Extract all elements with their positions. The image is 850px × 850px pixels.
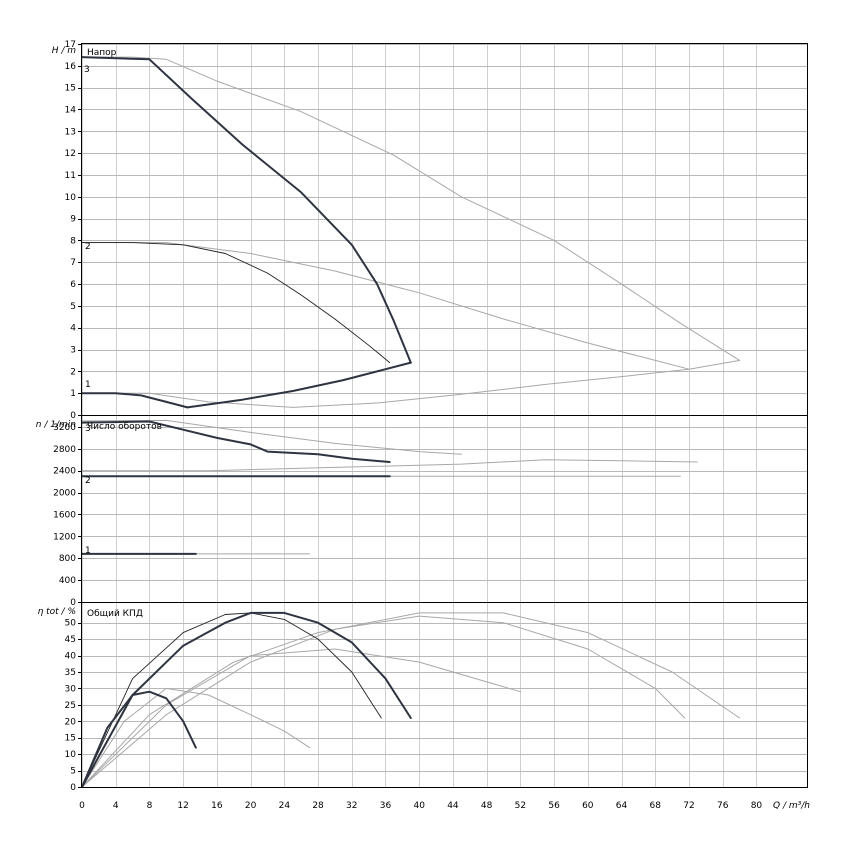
head-axis-label: H / m [52,46,77,56]
x-tick-label: 48 [481,801,493,811]
head-series-curve-2 [81,242,391,364]
head-y-tick-label: 10 [65,193,77,203]
efficiency-y-tick-label: 40 [65,652,77,662]
x-tick-label: 28 [312,801,324,811]
x-tick-label: 52 [515,801,526,811]
x-tick-label: 76 [717,801,729,811]
head-y-tick-label: 16 [65,62,77,72]
speed-series-light-0 [81,419,462,455]
speed-y-tick-label: 2400 [53,467,76,477]
efficiency-y-tick-label: 20 [65,717,77,727]
efficiency-y-tick-label: 35 [65,668,76,678]
x-tick-label: 16 [211,801,223,811]
efficiency-y-tick-label: 5 [70,767,76,777]
curve-label-3-speed: 3 [85,424,91,434]
head-y-tick-label: 12 [65,149,76,159]
curve-label-3-head: 3 [84,65,90,75]
curve-label-1-head: 1 [85,380,91,390]
speed-y-tick-label: 1200 [53,532,76,542]
head-y-tick-label: 15 [65,84,76,94]
speed-axis-label: n / 1/min [36,420,76,430]
head-series-light-2 [81,359,741,408]
efficiency-axis-label: η tot / % [38,607,76,617]
head-series-light-0 [81,56,741,361]
head-y-tick-label: 11 [65,171,76,181]
head-y-tick-label: 0 [70,411,76,421]
x-tick-label: 36 [380,801,392,811]
x-tick-label: 24 [279,801,291,811]
x-tick-label: 20 [245,801,257,811]
efficiency-y-tick-label: 0 [70,783,76,793]
speed-y-tick-label: 800 [59,554,76,564]
speed-y-tick-label: 0 [70,598,76,608]
speed-y-tick-label: 3200 [53,423,76,433]
head-y-tick-label: 4 [70,324,76,334]
efficiency-panel-title: Общий КПД [87,609,143,619]
series-layer [81,56,741,788]
efficiency-y-tick-label: 10 [65,750,77,760]
head-series-bold-2 [186,361,412,409]
curve-label-2-speed: 2 [85,476,91,486]
efficiency-y-tick-label: 15 [65,734,76,744]
head-y-tick-label: 14 [65,105,77,115]
speed-y-tick-label: 1600 [53,510,76,520]
curve-label-1-speed: 1 [85,546,91,556]
efficiency-series-light-3 [81,648,521,788]
head-y-tick-label: 17 [65,40,76,50]
head-y-tick-label: 9 [70,215,76,225]
head-y-tick-label: 2 [70,367,76,377]
x-tick-label: 12 [177,801,188,811]
speed-series-light-1 [81,459,698,472]
x-tick-label: 64 [616,801,628,811]
tick-layer: 0 4 8 12 16 20 24 28 32 36 40 44 48 52 56 60 64 68 72 76 800… [53,40,762,811]
x-tick-label: 68 [650,801,662,811]
speed-y-tick-label: 2800 [53,445,76,455]
efficiency-series-curve-3 [81,611,412,788]
head-panel-title: Напор [87,48,117,58]
efficiency-series-light-0 [81,612,741,788]
speed-panel-title: Число оборотов [87,422,162,432]
curve-label-2-head: 2 [85,242,91,252]
x-tick-label: 80 [751,801,763,811]
head-y-tick-label: 3 [70,346,76,356]
x-tick-label: 0 [79,801,85,811]
efficiency-y-tick-label: 50 [65,619,77,629]
flow-axis-label: Q / m³/h [773,801,810,811]
x-tick-label: 60 [582,801,594,811]
head-y-tick-label: 13 [65,127,76,137]
x-tick-label: 44 [447,801,459,811]
x-tick-label: 8 [147,801,153,811]
efficiency-series-curve-1 [81,690,197,788]
efficiency-series-light-1 [81,615,686,788]
efficiency-series-light-2 [81,687,311,788]
head-y-tick-label: 8 [70,236,76,246]
efficiency-y-tick-label: 25 [65,701,76,711]
head-series-curve-1 [81,392,189,409]
head-y-tick-label: 7 [70,258,76,268]
speed-y-tick-label: 400 [59,576,76,586]
speed-y-tick-label: 2000 [53,489,76,499]
head-y-tick-label: 1 [70,389,76,399]
efficiency-y-tick-label: 30 [65,684,77,694]
head-series-curve-3 [81,56,412,364]
efficiency-y-tick-label: 45 [65,635,76,645]
x-tick-label: 4 [113,801,119,811]
speed-series-curve-3 [81,420,391,463]
x-tick-label: 32 [346,801,357,811]
x-tick-label: 40 [413,801,425,811]
head-y-tick-label: 6 [70,280,76,290]
head-y-tick-label: 5 [70,302,76,312]
head-series-light-1 [81,242,690,370]
x-tick-label: 72 [683,801,694,811]
x-tick-label: 56 [548,801,560,811]
